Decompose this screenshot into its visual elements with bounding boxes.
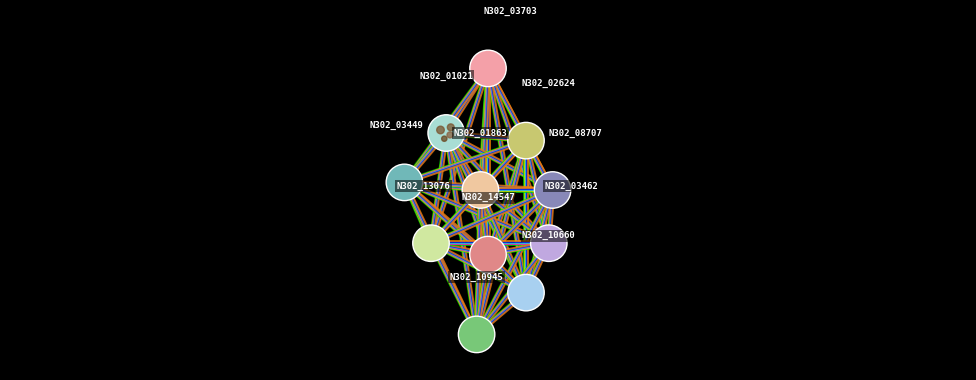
- Circle shape: [427, 115, 465, 151]
- Circle shape: [469, 236, 507, 273]
- Text: N302_10945: N302_10945: [450, 273, 504, 282]
- Text: N302_14547: N302_14547: [461, 193, 515, 202]
- Text: N302_13076: N302_13076: [396, 182, 450, 191]
- Text: N302_03462: N302_03462: [545, 182, 598, 191]
- Text: N302_03449: N302_03449: [370, 121, 424, 130]
- Circle shape: [508, 122, 545, 159]
- Circle shape: [531, 225, 567, 261]
- Text: N302_01021: N302_01021: [420, 71, 473, 81]
- Text: N302_03703: N302_03703: [484, 7, 538, 16]
- Circle shape: [463, 172, 499, 208]
- Circle shape: [413, 225, 449, 261]
- Circle shape: [459, 316, 495, 353]
- Text: N302_02624: N302_02624: [522, 79, 576, 88]
- Text: N302_01863: N302_01863: [454, 128, 508, 138]
- Text: N302_08707: N302_08707: [549, 128, 602, 138]
- Circle shape: [442, 136, 447, 141]
- Circle shape: [508, 274, 545, 311]
- Circle shape: [469, 50, 507, 87]
- Circle shape: [386, 164, 423, 201]
- Text: N302_10660: N302_10660: [522, 231, 576, 240]
- Circle shape: [447, 132, 453, 138]
- Circle shape: [447, 124, 454, 131]
- Circle shape: [535, 172, 571, 208]
- Circle shape: [436, 126, 444, 134]
